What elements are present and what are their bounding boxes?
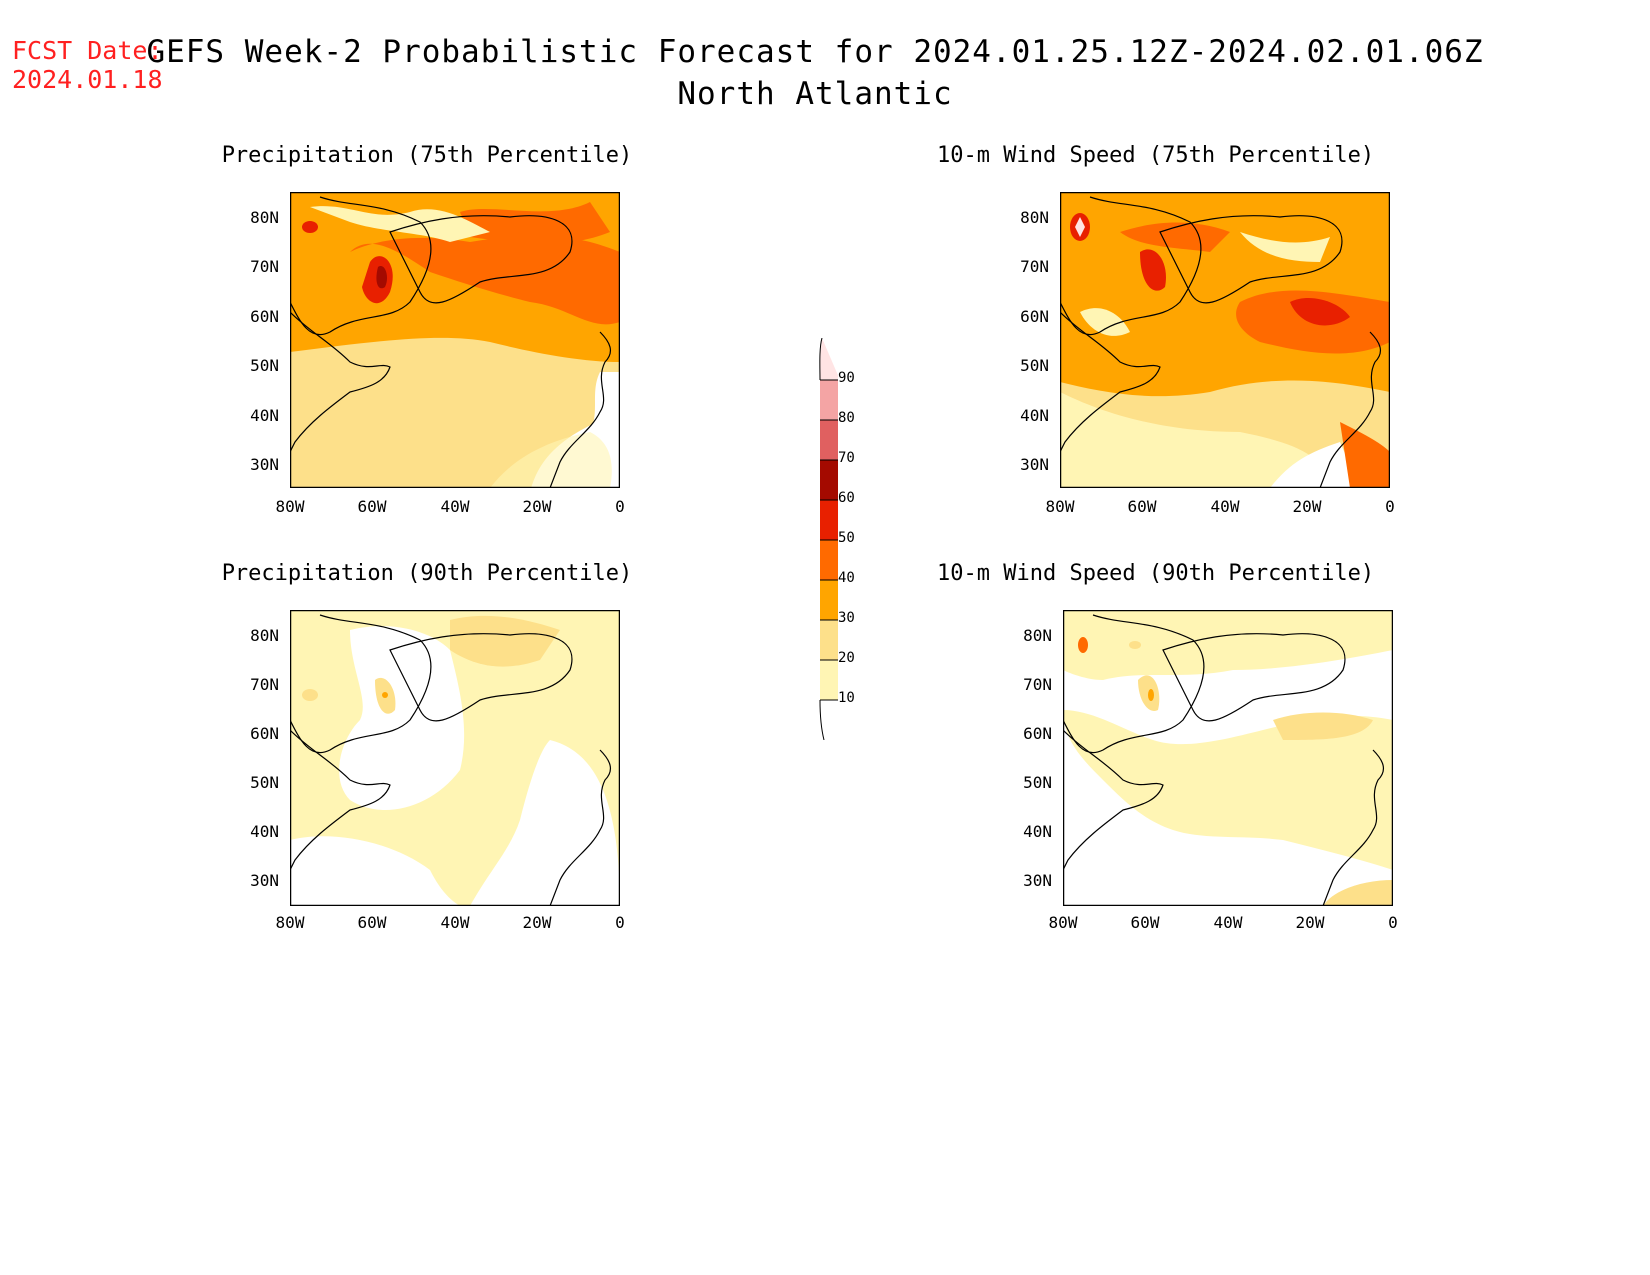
colorbar [819, 338, 838, 740]
subtitle: North Atlantic [677, 76, 953, 112]
lat-tick: 50N [250, 773, 279, 792]
lat-tick: 70N [1020, 257, 1049, 276]
lat-tick: 60N [250, 307, 279, 326]
lat-tick: 40N [250, 822, 279, 841]
lat-tick: 60N [1023, 724, 1052, 743]
lon-tick: 40W [1213, 913, 1243, 932]
panel-title-wind-75: 10-m Wind Speed (75th Percentile) [937, 143, 1375, 168]
lat-tick: 60N [1020, 307, 1049, 326]
lon-tick: 80W [1048, 913, 1078, 932]
panel-title-precip-90: Precipitation (90th Percentile) [221, 561, 633, 586]
lat-tick: 50N [1020, 356, 1049, 375]
map-wind-75 [1060, 192, 1390, 488]
lat-tick: 40N [1020, 406, 1049, 425]
lon-tick: 0 [615, 497, 625, 516]
lat-tick: 70N [250, 675, 279, 694]
colorbar-label: 30 [838, 610, 855, 626]
colorbar-label: 80 [838, 410, 855, 426]
lat-tick: 70N [1023, 675, 1052, 694]
panel-title-precip-75: Precipitation (75th Percentile) [221, 143, 633, 168]
fcst-date: FCST Date: 2024.01.18 [12, 36, 163, 94]
lon-tick: 20W [522, 913, 552, 932]
lat-tick: 80N [250, 208, 279, 227]
colorbar-label: 90 [838, 370, 855, 386]
lon-tick: 80W [275, 913, 305, 932]
lat-tick: 80N [1023, 626, 1052, 645]
lon-tick: 20W [1295, 913, 1325, 932]
map-precip-90 [290, 610, 620, 906]
colorbar-label: 20 [838, 650, 855, 666]
lon-tick: 20W [1292, 497, 1322, 516]
colorbar-label: 70 [838, 450, 855, 466]
lat-tick: 70N [250, 257, 279, 276]
lon-tick: 0 [1385, 497, 1395, 516]
lat-tick: 30N [250, 455, 279, 474]
lat-tick: 40N [1023, 822, 1052, 841]
fcst-date-value: 2024.01.18 [12, 65, 163, 94]
lat-tick: 80N [1020, 208, 1049, 227]
fcst-date-label: FCST Date: [12, 36, 163, 65]
lon-tick: 80W [1045, 497, 1075, 516]
lon-tick: 0 [1388, 913, 1398, 932]
panel-title-wind-90: 10-m Wind Speed (90th Percentile) [937, 561, 1375, 586]
map-precip-75 [290, 192, 620, 488]
lat-tick: 60N [250, 724, 279, 743]
lon-tick: 60W [357, 913, 387, 932]
lon-tick: 60W [1130, 913, 1160, 932]
lon-tick: 60W [1127, 497, 1157, 516]
lon-tick: 40W [1210, 497, 1240, 516]
lon-tick: 80W [275, 497, 305, 516]
lon-tick: 40W [440, 497, 470, 516]
colorbar-label: 40 [838, 570, 855, 586]
lat-tick: 30N [1023, 871, 1052, 890]
lon-tick: 40W [440, 913, 470, 932]
colorbar-label: 10 [838, 690, 855, 706]
lat-tick: 50N [250, 356, 279, 375]
lat-tick: 80N [250, 626, 279, 645]
lon-tick: 20W [522, 497, 552, 516]
main-title: GEFS Week-2 Probabilistic Forecast for 2… [146, 34, 1484, 70]
map-wind-90 [1063, 610, 1393, 906]
lon-tick: 0 [615, 913, 625, 932]
lon-tick: 60W [357, 497, 387, 516]
colorbar-label: 60 [838, 490, 855, 506]
lat-tick: 40N [250, 406, 279, 425]
lat-tick: 50N [1023, 773, 1052, 792]
colorbar-label: 50 [838, 530, 855, 546]
lat-tick: 30N [250, 871, 279, 890]
lat-tick: 30N [1020, 455, 1049, 474]
